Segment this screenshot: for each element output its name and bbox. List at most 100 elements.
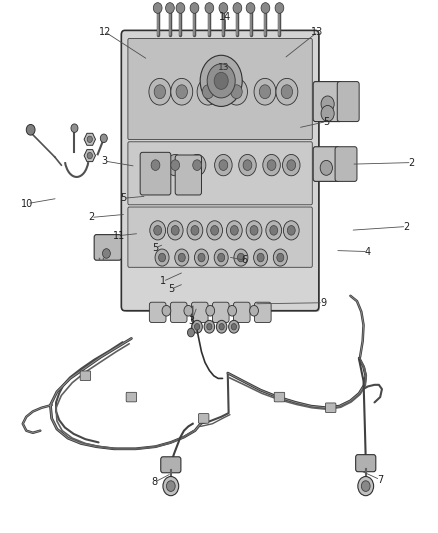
- Circle shape: [229, 320, 239, 333]
- FancyBboxPatch shape: [335, 147, 357, 181]
- Circle shape: [246, 3, 255, 13]
- Circle shape: [231, 85, 242, 99]
- Circle shape: [254, 249, 268, 266]
- Circle shape: [214, 72, 228, 90]
- Circle shape: [277, 253, 284, 262]
- Text: 6: 6: [241, 255, 247, 265]
- Circle shape: [215, 155, 232, 176]
- Circle shape: [207, 221, 223, 240]
- Circle shape: [254, 78, 276, 105]
- Circle shape: [151, 160, 160, 171]
- Circle shape: [287, 225, 295, 235]
- Circle shape: [237, 253, 244, 262]
- Circle shape: [261, 3, 270, 13]
- FancyBboxPatch shape: [128, 142, 312, 205]
- Text: 8: 8: [151, 478, 157, 487]
- Circle shape: [226, 221, 242, 240]
- FancyBboxPatch shape: [313, 147, 339, 181]
- Circle shape: [166, 481, 175, 491]
- Circle shape: [178, 253, 185, 262]
- FancyBboxPatch shape: [175, 155, 201, 195]
- FancyBboxPatch shape: [140, 152, 171, 195]
- Circle shape: [206, 305, 215, 316]
- Text: 2: 2: [403, 222, 410, 231]
- FancyBboxPatch shape: [337, 82, 359, 122]
- Circle shape: [163, 477, 179, 496]
- Text: 3: 3: [101, 156, 107, 166]
- Circle shape: [283, 155, 300, 176]
- Circle shape: [234, 249, 248, 266]
- Circle shape: [188, 155, 206, 176]
- FancyBboxPatch shape: [254, 302, 271, 322]
- Circle shape: [321, 106, 334, 122]
- Circle shape: [194, 324, 200, 330]
- Circle shape: [162, 305, 171, 316]
- Circle shape: [207, 64, 235, 98]
- Text: 5: 5: [152, 243, 159, 253]
- Circle shape: [147, 155, 164, 176]
- FancyBboxPatch shape: [198, 414, 209, 423]
- Circle shape: [211, 225, 219, 235]
- Circle shape: [149, 78, 171, 105]
- Polygon shape: [84, 150, 95, 161]
- Circle shape: [273, 249, 287, 266]
- FancyBboxPatch shape: [274, 392, 285, 402]
- FancyBboxPatch shape: [126, 392, 137, 402]
- Circle shape: [233, 3, 242, 13]
- Circle shape: [71, 124, 78, 132]
- Circle shape: [204, 320, 215, 333]
- Circle shape: [207, 324, 212, 330]
- Circle shape: [187, 328, 194, 337]
- Circle shape: [270, 225, 278, 235]
- Circle shape: [231, 324, 237, 330]
- Circle shape: [358, 477, 374, 496]
- Polygon shape: [84, 133, 95, 146]
- Circle shape: [166, 155, 184, 176]
- Circle shape: [154, 85, 166, 99]
- FancyBboxPatch shape: [161, 457, 181, 473]
- Circle shape: [194, 249, 208, 266]
- Circle shape: [283, 221, 299, 240]
- FancyBboxPatch shape: [121, 30, 319, 311]
- FancyBboxPatch shape: [94, 235, 121, 260]
- FancyBboxPatch shape: [313, 82, 342, 122]
- Circle shape: [190, 3, 199, 13]
- Circle shape: [167, 221, 183, 240]
- Circle shape: [320, 160, 332, 175]
- Text: 14: 14: [219, 12, 232, 22]
- Circle shape: [321, 96, 334, 112]
- Circle shape: [175, 249, 189, 266]
- Circle shape: [26, 125, 35, 135]
- Circle shape: [176, 3, 185, 13]
- Text: 5: 5: [169, 284, 175, 294]
- Text: 4: 4: [365, 247, 371, 256]
- Circle shape: [171, 160, 180, 171]
- Text: 12: 12: [99, 27, 111, 37]
- Circle shape: [171, 225, 179, 235]
- Circle shape: [192, 320, 202, 333]
- FancyBboxPatch shape: [325, 403, 336, 413]
- Circle shape: [230, 225, 238, 235]
- Circle shape: [216, 320, 227, 333]
- Circle shape: [263, 155, 280, 176]
- Circle shape: [150, 221, 166, 240]
- Text: 9: 9: [320, 298, 326, 308]
- FancyBboxPatch shape: [128, 38, 312, 140]
- Text: 3: 3: [189, 316, 195, 326]
- FancyBboxPatch shape: [149, 302, 166, 322]
- Circle shape: [159, 253, 166, 262]
- Circle shape: [226, 78, 247, 105]
- Text: 11: 11: [113, 231, 125, 240]
- Circle shape: [281, 85, 293, 99]
- Text: 10: 10: [21, 199, 33, 208]
- Circle shape: [219, 3, 228, 13]
- Circle shape: [267, 160, 276, 171]
- Circle shape: [266, 221, 282, 240]
- Text: 5: 5: [120, 193, 127, 203]
- Circle shape: [239, 155, 256, 176]
- Text: 1: 1: [160, 277, 166, 286]
- Circle shape: [176, 85, 187, 99]
- Text: 13: 13: [218, 63, 229, 72]
- Circle shape: [219, 160, 228, 171]
- Circle shape: [219, 324, 224, 330]
